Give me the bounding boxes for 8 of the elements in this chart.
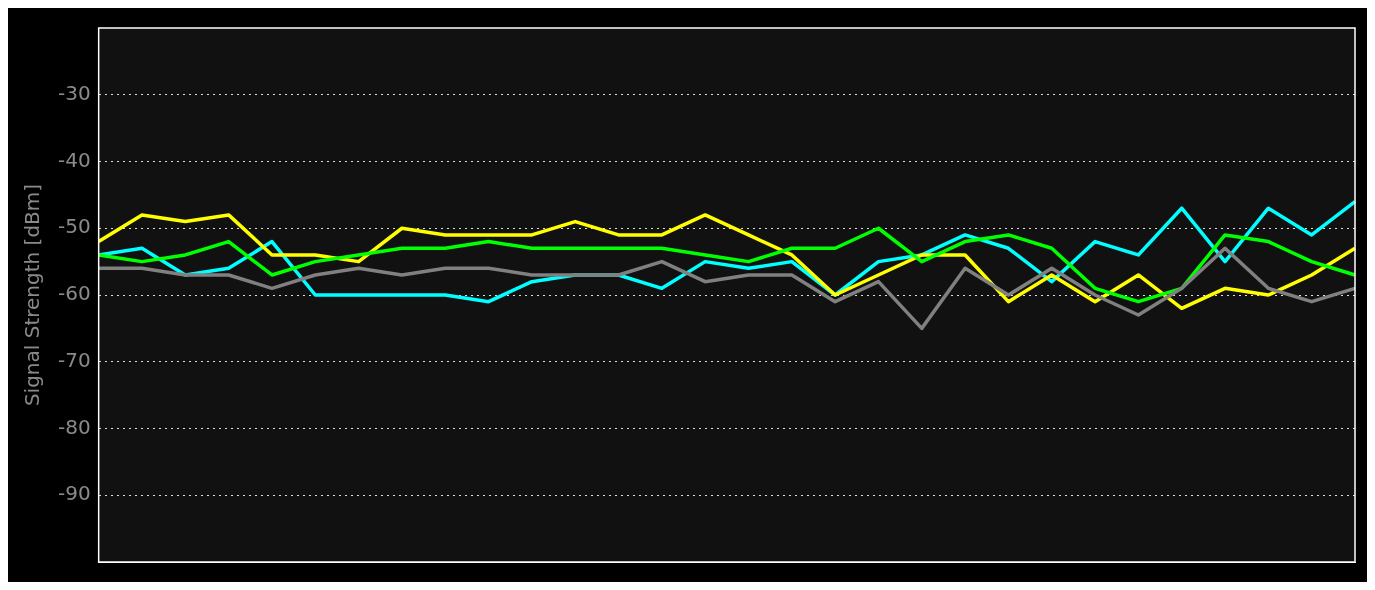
y-tick-label: -40: [57, 147, 91, 172]
y-axis-title: Signal Strength [dBm]: [20, 183, 45, 407]
y-tick-label: -60: [57, 281, 91, 306]
y-tick-label: -50: [57, 214, 91, 239]
y-tick-label: -30: [57, 80, 91, 105]
y-tick-label: -80: [57, 414, 91, 439]
y-tick-label: -90: [57, 481, 91, 506]
y-tick-label: -70: [57, 347, 91, 372]
